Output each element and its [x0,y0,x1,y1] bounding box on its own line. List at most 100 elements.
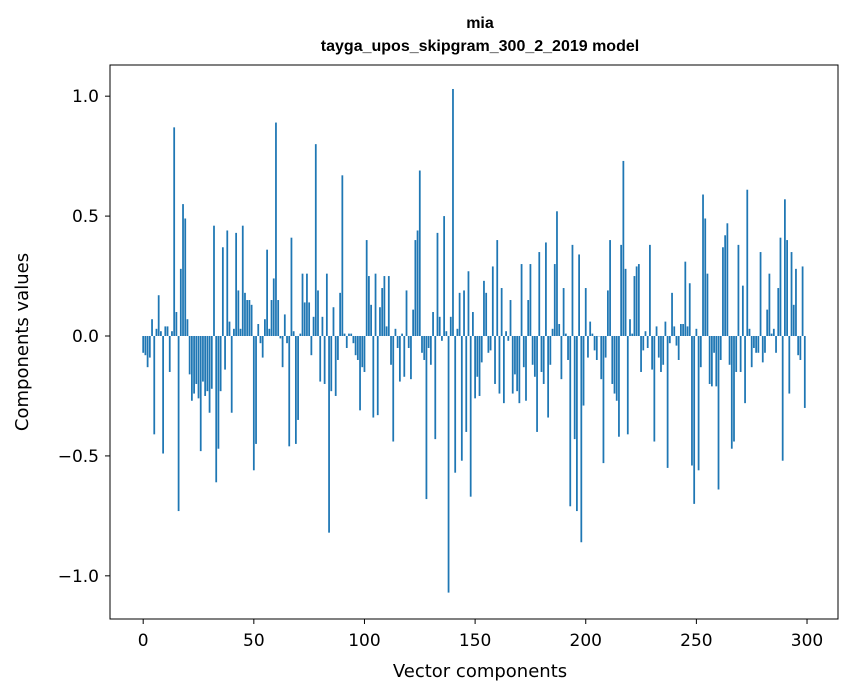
bar-34 [217,336,220,449]
bar-246 [686,326,689,336]
bar-90 [341,175,344,336]
bar-231 [653,336,656,442]
bar-41 [233,328,235,336]
bar-204 [593,336,596,351]
bar-55 [264,319,266,337]
bar-27 [202,336,204,382]
bar-295 [795,268,797,336]
bar-81 [321,316,324,337]
bar-213 [613,336,616,394]
bar-19 [184,218,187,337]
bar-174 [527,300,530,336]
bar-49 [250,304,253,337]
bar-85 [330,336,333,392]
bar-185 [551,328,554,336]
bar-109 [383,276,386,337]
bar-139 [449,316,452,337]
bar-149 [472,312,474,336]
bar-98 [359,336,361,411]
bar-118 [403,336,406,377]
bar-44 [239,328,242,336]
bar-163 [502,336,505,404]
bar-170 [518,336,521,404]
bar-208 [602,336,605,464]
bar-257 [710,336,713,387]
bar-137 [445,331,448,337]
bar-73 [303,302,306,337]
bar-23 [193,336,195,394]
bar-series [142,88,806,593]
x-axis-label: Vector components [393,661,567,682]
x-tick-label-2: 100 [348,631,380,651]
bar-158 [491,266,494,336]
bar-277 [755,336,758,353]
bar-141 [454,336,457,473]
bar-104 [372,336,375,418]
x-tick-label-4: 200 [570,631,602,651]
bar-92 [345,336,348,348]
bar-214 [615,336,618,401]
bar-61 [277,300,280,336]
bar-227 [644,331,647,337]
bar-266 [730,336,733,449]
bar-48 [248,300,251,336]
bar-75 [308,302,311,337]
bar-290 [784,199,786,336]
y-axis-label: Components values [12,253,33,431]
bar-77 [312,316,315,337]
bar-87 [334,336,337,396]
bar-189 [560,336,563,380]
bar-262 [722,247,724,337]
bar-47 [246,300,249,336]
bar-97 [356,336,359,360]
bar-194 [571,244,574,336]
bar-80 [319,336,322,382]
bar-54 [261,336,264,358]
bar-28 [204,336,207,396]
bar-108 [381,288,384,337]
bar-100 [363,336,366,372]
bar-178 [536,336,538,432]
bar-260 [717,336,720,490]
bar-181 [542,336,545,384]
bar-83 [325,273,328,336]
bar-228 [646,336,649,348]
bar-288 [779,237,782,337]
bar-59 [272,278,275,337]
bar-275 [750,336,753,368]
bar-39 [228,321,231,336]
bar-84 [328,336,330,533]
bar-176 [531,336,534,365]
bar-26 [199,336,202,452]
bar-133 [436,232,439,337]
bar-76 [310,336,313,356]
bar-190 [562,288,565,337]
x-tick-label-3: 150 [459,631,491,651]
bar-263 [724,235,727,337]
bar-1 [144,336,147,356]
bar-132 [434,336,437,440]
bar-153 [480,336,483,363]
bar-64 [283,314,286,336]
bar-201 [587,336,589,358]
bar-164 [505,331,507,337]
bar-122 [412,309,415,336]
bar-220 [629,319,631,337]
bar-24 [195,336,198,384]
bar-197 [578,254,580,336]
bar-110 [385,326,388,336]
bar-252 [699,336,702,368]
bar-225 [640,336,642,372]
bar-157 [489,336,492,351]
bar-136 [443,216,446,336]
bar-155 [485,292,488,337]
x-tick-label-6: 300 [791,631,823,651]
bar-219 [626,336,629,435]
bar-205 [595,336,598,360]
bar-209 [604,336,607,358]
bar-60 [275,122,277,337]
bar-186 [553,264,556,337]
bar-32 [213,225,215,336]
bar-193 [569,336,572,507]
bar-233 [657,336,660,358]
